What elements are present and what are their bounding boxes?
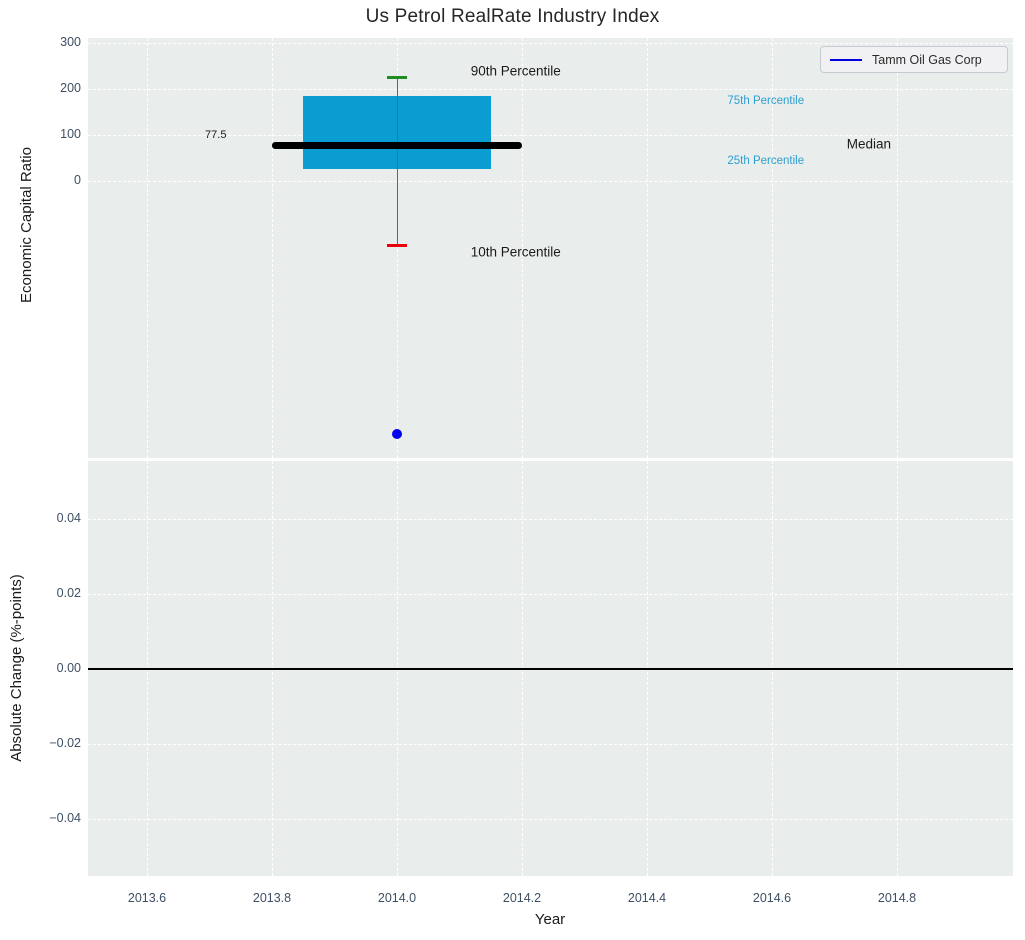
annotation-75th-percentile: 75th Percentile <box>727 94 805 107</box>
x-tick-label: 2014.4 <box>627 891 667 905</box>
bottom-subplot-area <box>88 461 1013 876</box>
annotation-90th-percentile: 90th Percentile <box>470 63 561 79</box>
annotation-10th-percentile: 10th Percentile <box>470 244 561 260</box>
top-subplot-area <box>88 38 1013 458</box>
whisker-line <box>397 77 398 246</box>
x-tick-label: 2014.0 <box>377 891 417 905</box>
gridline-v <box>272 38 273 458</box>
y-tick-label: −0.04 <box>49 811 81 825</box>
x-tick-label: 2014.8 <box>877 891 917 905</box>
gridline-h <box>88 519 1013 520</box>
y-tick-label: 0.02 <box>56 586 81 600</box>
gridline-v <box>147 38 148 458</box>
y-tick-label: 0.00 <box>56 661 81 675</box>
top-y-axis-label: Economic Capital Ratio <box>18 147 35 303</box>
x-tick-label: 2013.8 <box>252 891 292 905</box>
gridline-v <box>897 38 898 458</box>
legend-line-swatch <box>830 58 862 61</box>
y-tick-label: 200 <box>60 81 81 95</box>
gridline-h <box>88 43 1013 44</box>
gridline-v <box>647 38 648 458</box>
gridline-v <box>772 38 773 458</box>
annotation-25th-percentile: 25th Percentile <box>727 155 805 168</box>
median-line <box>272 142 522 149</box>
annotation-median: Median <box>846 136 892 152</box>
gridline-h <box>88 181 1013 182</box>
gridline-h <box>88 135 1013 136</box>
x-tick-label: 2013.6 <box>127 891 167 905</box>
p90-cap <box>387 76 407 79</box>
y-tick-label: −0.02 <box>49 736 81 750</box>
gridline-v <box>522 38 523 458</box>
annotation-77-5: 77.5 <box>205 129 227 141</box>
legend-series-label: Tamm Oil Gas Corp <box>872 52 982 67</box>
y-tick-label: 0.04 <box>56 511 81 525</box>
x-axis-label: Year <box>534 911 566 928</box>
gridline-v <box>397 38 398 458</box>
zero-line <box>88 668 1013 670</box>
y-tick-label: 300 <box>60 35 81 49</box>
chart-title: Us Petrol RealRate Industry Index <box>365 6 660 27</box>
p10-cap <box>387 243 407 247</box>
gridline-h <box>88 744 1013 745</box>
company-data-point <box>392 429 402 439</box>
x-tick-label: 2014.6 <box>752 891 792 905</box>
y-tick-label: 0 <box>74 173 81 187</box>
y-tick-label: 100 <box>60 127 81 141</box>
gridline-h <box>88 819 1013 820</box>
legend-box[interactable]: Tamm Oil Gas Corp <box>820 46 1008 73</box>
gridline-h <box>88 594 1013 595</box>
x-tick-label: 2014.2 <box>502 891 542 905</box>
gridline-h <box>88 89 1013 90</box>
